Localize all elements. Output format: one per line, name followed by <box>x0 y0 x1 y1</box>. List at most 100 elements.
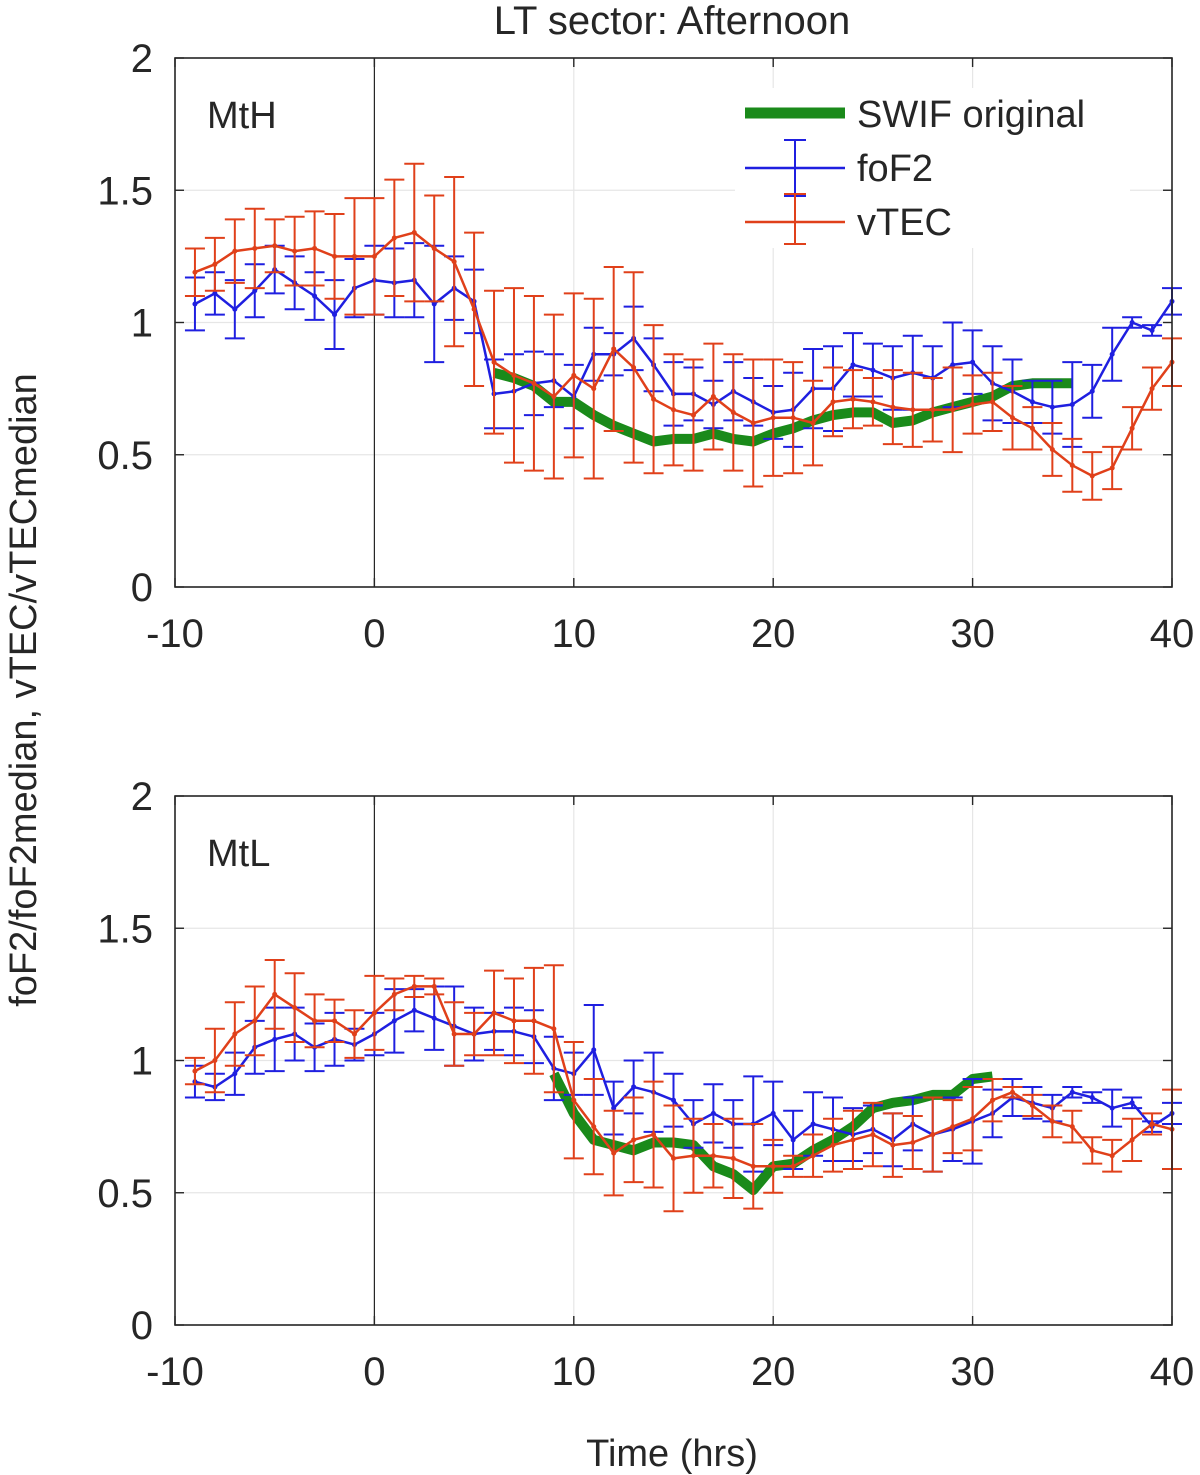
mth-vtec-point-35 <box>890 404 896 410</box>
mth-fof2-point-44 <box>1069 401 1075 407</box>
mth-vtec-point-14 <box>471 306 477 312</box>
mtl-vtec-point-27 <box>730 1155 736 1161</box>
mtl-vtec-point-29 <box>770 1163 776 1169</box>
mth-vtec-point-13 <box>451 259 457 265</box>
mth-vtec-point-37 <box>930 407 936 413</box>
mtl-vtec-point-31 <box>810 1153 816 1159</box>
mtl-vtec-point-1 <box>212 1058 218 1063</box>
mth-xtick-label-0: -10 <box>146 612 204 656</box>
mth-vtec-point-32 <box>830 399 836 405</box>
mtl-vtec-point-23 <box>651 1132 657 1138</box>
mth-vtec-point-22 <box>631 364 637 370</box>
mtl-vtec-point-41 <box>1009 1089 1015 1095</box>
mtl-vtec-point-17 <box>531 1018 537 1024</box>
mtl-vtec-point-39 <box>970 1116 976 1122</box>
mtl-vtec-point-14 <box>471 1031 477 1037</box>
mtl-xtick-label-1: 0 <box>363 1350 385 1394</box>
mth-fof2-point-33 <box>850 362 856 368</box>
mth-fof2-point-43 <box>1049 404 1055 410</box>
mtl-vtec-point-24 <box>671 1155 676 1161</box>
mtl-xtick-label-4: 30 <box>950 1350 995 1394</box>
mtl-fof2-point-24 <box>671 1097 676 1103</box>
mth-vtec-point-20 <box>591 386 597 392</box>
mtl-fof2-point-2 <box>232 1071 238 1077</box>
mtl-vtec-point-34 <box>870 1132 876 1138</box>
mtl-vtec-point-47 <box>1129 1137 1135 1143</box>
mth-ytick-label-4: 2 <box>131 37 153 81</box>
mtl-vtec-point-11 <box>411 983 417 989</box>
mtl-fof2-point-29 <box>770 1110 776 1116</box>
mtl-xtick-label-2: 10 <box>552 1350 597 1394</box>
mtl-vtec-point-19 <box>571 1097 577 1103</box>
mth-vtec-point-8 <box>351 253 357 259</box>
mtl-fof2-point-11 <box>411 1007 417 1013</box>
mtl-fof2-point-47 <box>1129 1100 1135 1106</box>
mth-vtec-point-19 <box>571 372 577 378</box>
mtl-vtec-point-46 <box>1109 1153 1115 1159</box>
mtl-fof2-point-30 <box>790 1137 796 1143</box>
mth-series-vtec <box>194 231 1173 478</box>
mtl-fof2-point-45 <box>1089 1095 1095 1101</box>
mth-xtick-label-4: 30 <box>950 612 995 656</box>
mth-vtec-point-6 <box>312 245 318 251</box>
mtl-ytick-label-0: 0 <box>131 1304 153 1348</box>
mth-vtec-point-9 <box>371 253 377 259</box>
x-axis-label: Time (hrs) <box>586 1433 758 1475</box>
mtl-vtec-point-38 <box>950 1124 956 1130</box>
mtl-vtec-point-28 <box>750 1163 756 1169</box>
mth-xtick-label-2: 10 <box>552 612 597 656</box>
mth-fof2-point-47 <box>1129 320 1135 325</box>
mtl-fof2-point-20 <box>591 1047 597 1053</box>
mtl-vtec-point-22 <box>631 1137 637 1143</box>
mtl-xtick-label-3: 20 <box>751 1350 796 1394</box>
mtl-vtec-point-45 <box>1089 1147 1095 1153</box>
mth-vtec-point-3 <box>252 245 258 251</box>
mth-vtec-point-24 <box>671 407 676 413</box>
mtl-fof2-point-44 <box>1069 1089 1075 1095</box>
mth-vtec-point-18 <box>551 394 557 400</box>
mtl-series-vtec <box>194 985 1173 1168</box>
mtl-fof2-point-4 <box>272 1036 278 1042</box>
mtl-vtec-point-20 <box>591 1124 597 1130</box>
mtl-vtec-point-10 <box>391 991 397 997</box>
mth-ytick-label-1: 0.5 <box>97 434 153 478</box>
mth-vtec-point-30 <box>790 415 796 421</box>
mtl-vtec-point-15 <box>491 1010 497 1016</box>
figure-title: LT sector: Afternoon <box>494 0 851 43</box>
mtl-vtec-point-7 <box>332 1018 338 1024</box>
mtl-fof2-point-31 <box>810 1121 816 1127</box>
mtl-vtec-point-35 <box>890 1142 896 1148</box>
mth-vtec-point-10 <box>391 235 397 241</box>
mth-vtec-point-16 <box>511 372 517 378</box>
mtl-vtec-point-2 <box>232 1031 238 1037</box>
mth-vtec-point-31 <box>810 420 816 426</box>
mth-vtec-point-0 <box>192 269 198 275</box>
mth-vtec-point-44 <box>1069 462 1075 468</box>
mtl-series-fof2 <box>194 1008 1173 1142</box>
mth-vtec-point-36 <box>910 407 916 413</box>
mth-vtec-point-38 <box>950 407 956 413</box>
mth-xtick-label-5: 40 <box>1150 612 1195 656</box>
mth-ytick-label-2: 1 <box>131 302 153 346</box>
mth-vtec-point-11 <box>411 230 417 236</box>
mth-vtec-point-17 <box>531 380 537 386</box>
mth-vtec-point-47 <box>1129 425 1135 431</box>
mth-vtec-point-26 <box>710 394 716 400</box>
mtl-vtec-point-12 <box>431 983 437 989</box>
y-axis-label: foF2/foF2median, vTEC/vTECmedian <box>3 373 45 1007</box>
mth-vtec-point-21 <box>611 346 617 352</box>
mth-vtec-point-28 <box>750 420 756 426</box>
mtl-xtick-label-0: -10 <box>146 1350 204 1394</box>
mth-vtec-point-23 <box>651 396 657 402</box>
mth-fof2-point-1 <box>212 290 218 296</box>
mtl-vtec-point-0 <box>192 1068 198 1074</box>
mth-vtec-point-41 <box>1009 415 1015 421</box>
mtl-fof2-point-46 <box>1109 1105 1115 1111</box>
mth-vtec-point-7 <box>332 253 338 259</box>
mth-vtec-point-42 <box>1029 425 1035 431</box>
mth-vtec-point-15 <box>491 359 497 365</box>
mth-fof2-point-0 <box>192 301 198 307</box>
mtl-vtec-point-13 <box>451 1031 457 1037</box>
